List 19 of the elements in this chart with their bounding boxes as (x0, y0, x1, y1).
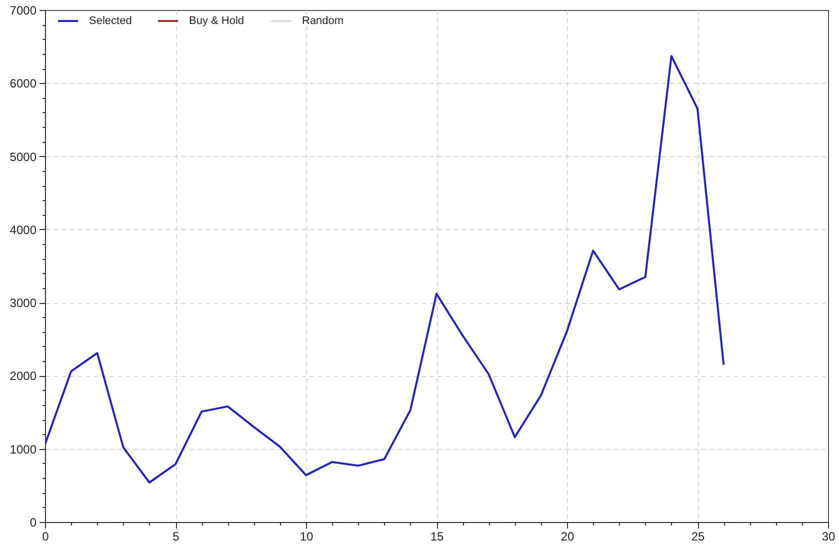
x-tick-label: 20 (560, 530, 574, 544)
y-tick-label: 7000 (10, 4, 37, 18)
y-tick-label: 1000 (10, 442, 37, 456)
line-series (45, 55, 725, 484)
x-tick-label: 25 (691, 530, 705, 544)
legend-label: Buy & Hold (189, 15, 244, 27)
y-tick-label: 0 (30, 516, 37, 530)
x-tick-label: 10 (300, 530, 314, 544)
x-tick-label: 0 (42, 530, 50, 544)
x-tick-label: 15 (430, 530, 444, 544)
legend-label: Selected (89, 15, 132, 27)
y-tick-label: 5000 (10, 150, 37, 164)
y-tick-label: 2000 (10, 369, 37, 384)
y-tick-label: 4000 (10, 222, 37, 237)
x-tick-label: 30 (822, 530, 836, 544)
y-tick-label: 6000 (10, 76, 37, 91)
x-tick-label: 5 (172, 530, 180, 544)
legend-label: Random (302, 15, 344, 27)
y-tick-label: 3000 (10, 296, 37, 310)
